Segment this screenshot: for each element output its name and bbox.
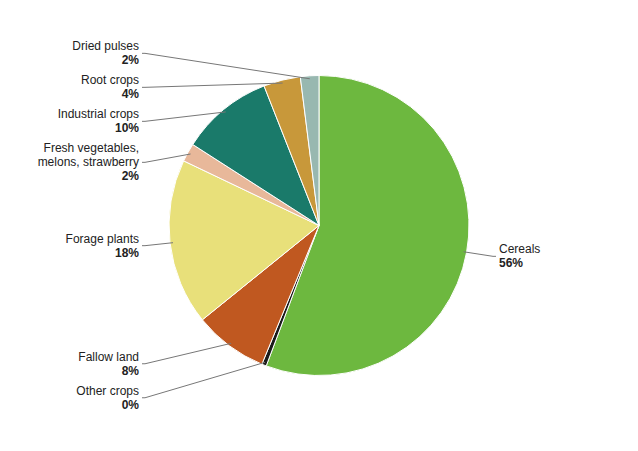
pie-slice — [300, 76, 319, 226]
leader-line — [142, 53, 310, 78]
slice-label-line: Root crops — [81, 73, 139, 87]
leader-line — [142, 154, 191, 162]
data-label: 56% — [499, 256, 523, 270]
leader-line — [142, 343, 231, 363]
leader-line — [142, 112, 226, 121]
data-label: 18% — [115, 246, 139, 260]
leader-line — [142, 243, 173, 246]
data-label: 4% — [122, 87, 140, 101]
slice-label-line: Fallow land — [78, 350, 139, 364]
wedges — [169, 76, 469, 376]
slice-label-line: Industrial crops — [58, 107, 139, 121]
slice-label: Fallow land — [78, 350, 139, 364]
data-label: 0% — [122, 398, 140, 412]
slice-label-line: Cereals — [499, 242, 540, 256]
slice-label-line: Dried pulses — [72, 39, 139, 53]
chart-container: Cereals56% Other crops0% Fallow land8% Fora… — [0, 0, 638, 451]
slice-label: Cereals — [499, 242, 540, 256]
slice-label-line: Fresh vegetables, — [44, 141, 139, 155]
slice-label: Other crops — [76, 384, 139, 398]
slice-label-line: Other crops — [76, 384, 139, 398]
labels: Cereals56% Other crops0% Fallow land8% Fora… — [38, 39, 541, 411]
data-label: 2% — [122, 169, 140, 183]
data-label: 2% — [122, 53, 140, 67]
leader-lines — [142, 53, 496, 397]
data-label: 10% — [115, 121, 139, 135]
slice-label-line: melons, strawberry — [38, 155, 139, 169]
slice-label: Root crops — [81, 73, 139, 87]
leader-line — [142, 83, 283, 87]
data-label: 8% — [122, 364, 140, 378]
chart: Cereals56% Other crops0% Fallow land8% Fora… — [0, 0, 638, 451]
slice-label-line: Forage plants — [66, 232, 139, 246]
slice-label: Forage plants — [66, 232, 139, 246]
slice-label: Dried pulses — [72, 39, 139, 53]
slice-label: Fresh vegetables,melons, strawberry — [38, 141, 139, 169]
leader-line — [142, 362, 265, 397]
slice-label: Industrial crops — [58, 107, 139, 121]
leader-line — [464, 252, 496, 257]
